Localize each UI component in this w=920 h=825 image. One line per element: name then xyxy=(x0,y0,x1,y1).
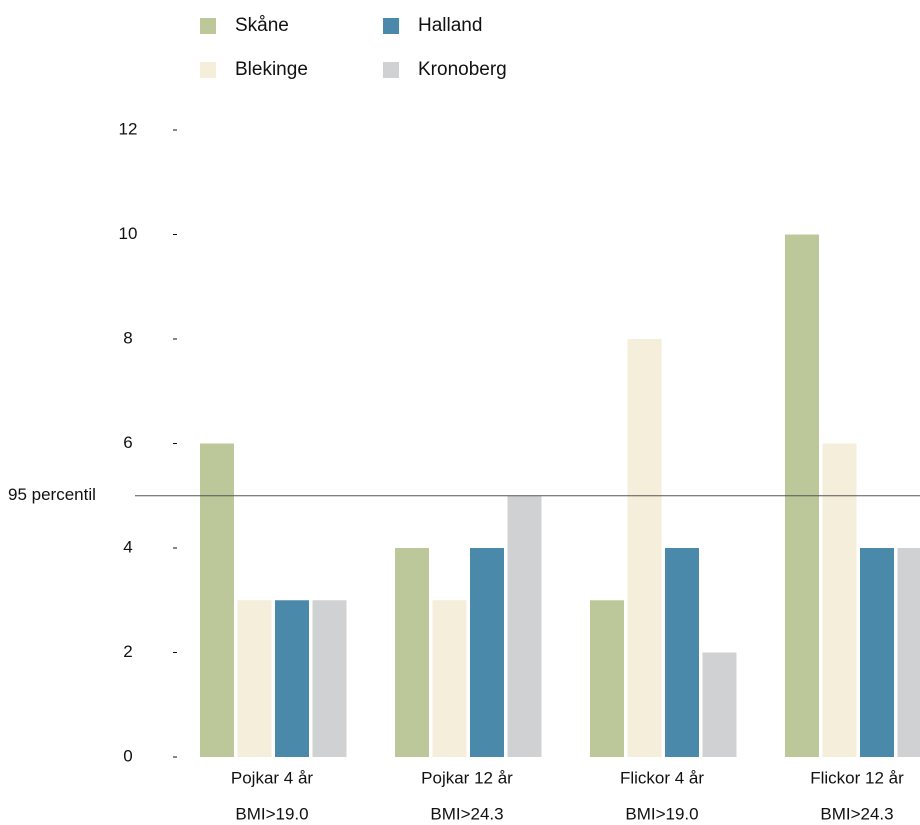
y-tick-label: 10 xyxy=(119,224,138,243)
y-tick-label: 6 xyxy=(123,433,132,452)
bar xyxy=(590,600,624,757)
bar xyxy=(395,548,429,757)
x-tick-sublabel: BMI>24.3 xyxy=(430,804,503,823)
x-tick-sublabel: BMI>19.0 xyxy=(235,804,308,823)
x-tick-label: Pojkar 12 år xyxy=(421,768,513,787)
legend-swatch xyxy=(200,62,216,78)
legend-text: Blekinge xyxy=(235,59,308,80)
bar xyxy=(665,548,699,757)
legend-text: Kronoberg xyxy=(418,59,507,80)
bar xyxy=(702,652,737,757)
y-tick-label: 2 xyxy=(123,642,132,661)
y-tick-label: 0 xyxy=(123,746,132,765)
x-tick-sublabel: BMI>24.3 xyxy=(820,804,893,823)
bar xyxy=(822,443,857,757)
x-tick-label: Flickor 4 år xyxy=(620,768,704,787)
bar xyxy=(312,600,347,757)
y-tick-label: 8 xyxy=(123,328,132,347)
bar xyxy=(200,443,234,757)
bar xyxy=(627,339,662,757)
legend-swatch xyxy=(200,18,216,34)
x-tick-sublabel: BMI>19.0 xyxy=(625,804,698,823)
x-tick-label: Pojkar 4 år xyxy=(231,768,314,787)
legend-swatch xyxy=(383,62,399,78)
bar xyxy=(470,548,504,757)
legend-text: Halland xyxy=(418,15,482,36)
bar xyxy=(897,548,920,757)
reference-label: 95 percentil xyxy=(8,485,96,504)
bar xyxy=(507,495,542,757)
legend-swatch xyxy=(383,18,399,34)
bar xyxy=(275,600,309,757)
bar xyxy=(237,600,272,757)
bar xyxy=(860,548,894,757)
y-tick-label: 12 xyxy=(119,119,138,138)
y-tick-label: 4 xyxy=(123,537,132,556)
bar xyxy=(432,600,467,757)
legend-text: Skåne xyxy=(235,15,289,36)
x-tick-label: Flickor 12 år xyxy=(810,768,904,787)
